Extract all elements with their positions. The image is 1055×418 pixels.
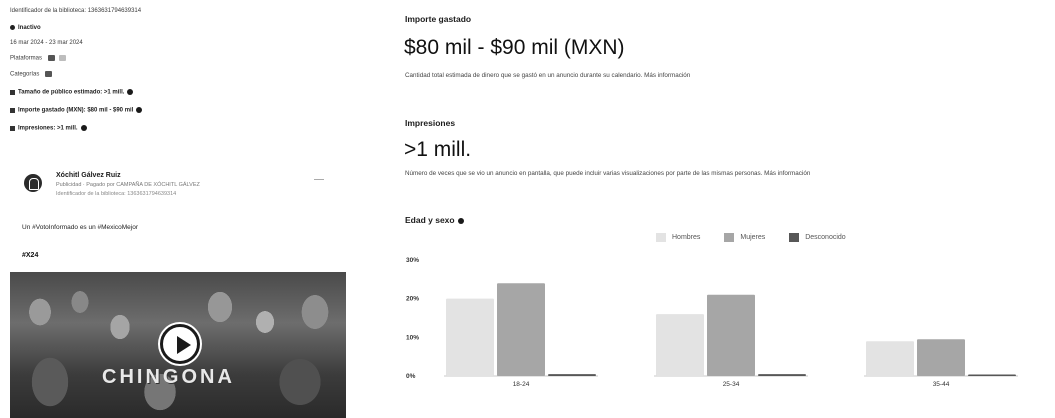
- ad-details-panel: Identificador de la biblioteca: 13636317…: [0, 0, 360, 418]
- legend-item-desconocido[interactable]: Desconocido: [789, 233, 846, 242]
- categories-label: Categorías: [10, 71, 40, 78]
- more-options-icon[interactable]: [314, 179, 324, 182]
- platforms-row: Plataformas: [10, 55, 66, 62]
- advertiser-library-id: Identificador de la biblioteca: 13636317…: [56, 191, 177, 197]
- status-label: Inactivo: [18, 25, 41, 32]
- ad-video[interactable]: CHINGONA: [10, 272, 346, 418]
- legend-label: Mujeres: [740, 234, 766, 241]
- spend-label: Importe gastado: [405, 14, 472, 24]
- instagram-icon: [58, 55, 66, 61]
- legend-label: Desconocido: [805, 234, 846, 241]
- audience-size-row: Tamaño de público estimado: >1 mill.: [10, 89, 134, 96]
- bar-hombres-35-44: [866, 341, 914, 376]
- y-tick-label: 30%: [406, 257, 419, 264]
- chart-legend: Hombres Mujeres Desconocido: [656, 233, 868, 244]
- spend-value: $80 mil - $90 mil (MXN): [404, 36, 625, 59]
- audience-icon: [10, 89, 15, 95]
- y-tick-label: 10%: [406, 334, 419, 341]
- library-id: Identificador de la biblioteca: 13636317…: [10, 8, 142, 14]
- category-icon: [45, 71, 53, 77]
- bar-desconocido-25-34: [758, 374, 806, 376]
- amount-spent-text: Importe gastado (MXN): $80 mil - $90 mil: [18, 107, 134, 114]
- advertiser-name[interactable]: Xóchitl Gálvez Ruiz: [56, 172, 121, 179]
- money-icon: [10, 107, 15, 113]
- date-range: 16 mar 2024 - 23 mar 2024: [10, 40, 83, 46]
- legend-swatch: [724, 233, 735, 242]
- demographics-label: Edad y sexo: [405, 215, 464, 225]
- legend-label: Hombres: [672, 234, 701, 241]
- demographics-label-text: Edad y sexo: [405, 215, 455, 225]
- amount-spent-row: Importe gastado (MXN): $80 mil - $90 mil: [10, 107, 143, 114]
- x-tick-label: 18-24: [513, 381, 530, 388]
- advertiser-header: Xóchitl Gálvez Ruiz Publicidad · Pagado …: [22, 168, 342, 212]
- impressions-label: Impresiones: [405, 118, 456, 128]
- bar-desconocido-35-44: [968, 374, 1016, 376]
- impressions-description: Número de veces que se vio un anuncio en…: [405, 170, 811, 177]
- ad-performance-panel: Importe gastado $80 mil - $90 mil (MXN) …: [404, 0, 1055, 418]
- bar-mujeres-18-24: [497, 283, 545, 376]
- y-tick-label: 0%: [406, 373, 416, 380]
- x-tick-label: 35-44: [933, 381, 950, 388]
- legend-item-mujeres[interactable]: Mujeres: [724, 233, 765, 242]
- ad-hashtag[interactable]: #X24: [22, 252, 39, 259]
- sponsor-text: Publicidad · Pagado por CAMPAÑA DE XÓCHI…: [56, 182, 200, 188]
- ad-caption: Un #VotoInformado es un #MexicoMejor: [22, 224, 138, 231]
- legend-swatch: [789, 233, 800, 242]
- age-gender-chart: 0% 10% 20% 30% 18-24 25-34 35-44: [406, 257, 1018, 388]
- x-tick-label: 25-34: [723, 381, 740, 388]
- audience-size-text: Tamaño de público estimado: >1 mill.: [18, 89, 125, 96]
- y-tick-label: 20%: [406, 296, 419, 303]
- avatar[interactable]: [24, 174, 42, 192]
- eye-icon: [10, 125, 15, 131]
- status-dot-icon: [10, 25, 15, 30]
- platforms-label: Plataformas: [10, 55, 43, 62]
- legend-item-hombres[interactable]: Hombres: [656, 233, 700, 242]
- impressions-row: Impresiones: >1 mill.: [10, 125, 87, 132]
- info-icon[interactable]: [80, 125, 87, 131]
- bar-hombres-25-34: [656, 314, 704, 376]
- bar-mujeres-35-44: [917, 339, 965, 376]
- bar-mujeres-25-34: [707, 294, 755, 376]
- status-row: Inactivo: [10, 25, 41, 31]
- impressions-value: >1 mill.: [404, 138, 472, 161]
- info-icon[interactable]: [136, 107, 143, 113]
- video-overlay-text: CHINGONA: [102, 366, 235, 388]
- bar-hombres-18-24: [446, 298, 494, 376]
- impressions-text: Impresiones: >1 mill.: [18, 125, 78, 132]
- categories-row: Categorías: [10, 71, 53, 78]
- facebook-icon: [47, 55, 55, 61]
- info-icon[interactable]: [127, 89, 134, 95]
- bar-desconocido-18-24: [548, 374, 596, 376]
- legend-swatch: [656, 233, 666, 242]
- spend-description: Cantidad total estimada de dinero que se…: [405, 72, 691, 79]
- play-icon[interactable]: [160, 324, 200, 364]
- info-icon[interactable]: [457, 217, 464, 224]
